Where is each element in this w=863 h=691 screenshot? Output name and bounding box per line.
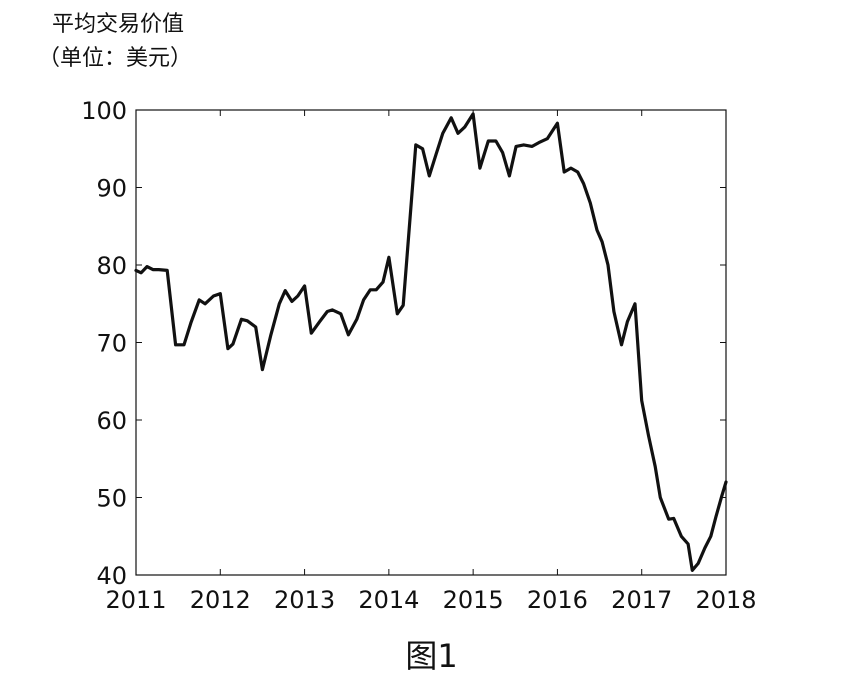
y-tick-label: 50 [96, 485, 127, 513]
y-axis-label-line-1: 平均交易价值 [52, 12, 185, 37]
x-tick-label: 2015 [443, 586, 504, 614]
x-tick-labels: 2011 2012 2013 2014 2015 2016 2017 2018 [105, 586, 756, 614]
figure-caption: 图1 [405, 637, 458, 675]
series-line-0 [134, 112, 728, 573]
x-tick-label: 2012 [190, 586, 251, 614]
y-tick-labels: 100 90 80 70 60 50 40 [81, 97, 127, 590]
x-tick-label: 2011 [105, 586, 166, 614]
y-tick-label: 80 [96, 252, 127, 280]
y-tick-label: 40 [96, 562, 127, 590]
x-tick-label: 2013 [274, 586, 335, 614]
x-tick-label: 2014 [358, 586, 419, 614]
y-tick-label: 70 [96, 330, 127, 358]
y-axis-label-line-2: （单位：美元） [38, 46, 193, 71]
y-tick-label: 100 [81, 97, 127, 125]
x-tick-label: 2018 [695, 586, 756, 614]
y-tick-label: 90 [96, 175, 127, 203]
series-layer [134, 112, 728, 573]
plot-frame [135, 109, 727, 576]
x-tick-label: 2017 [611, 586, 672, 614]
x-tick-label: 2016 [527, 586, 588, 614]
y-tick-label: 60 [96, 407, 127, 435]
